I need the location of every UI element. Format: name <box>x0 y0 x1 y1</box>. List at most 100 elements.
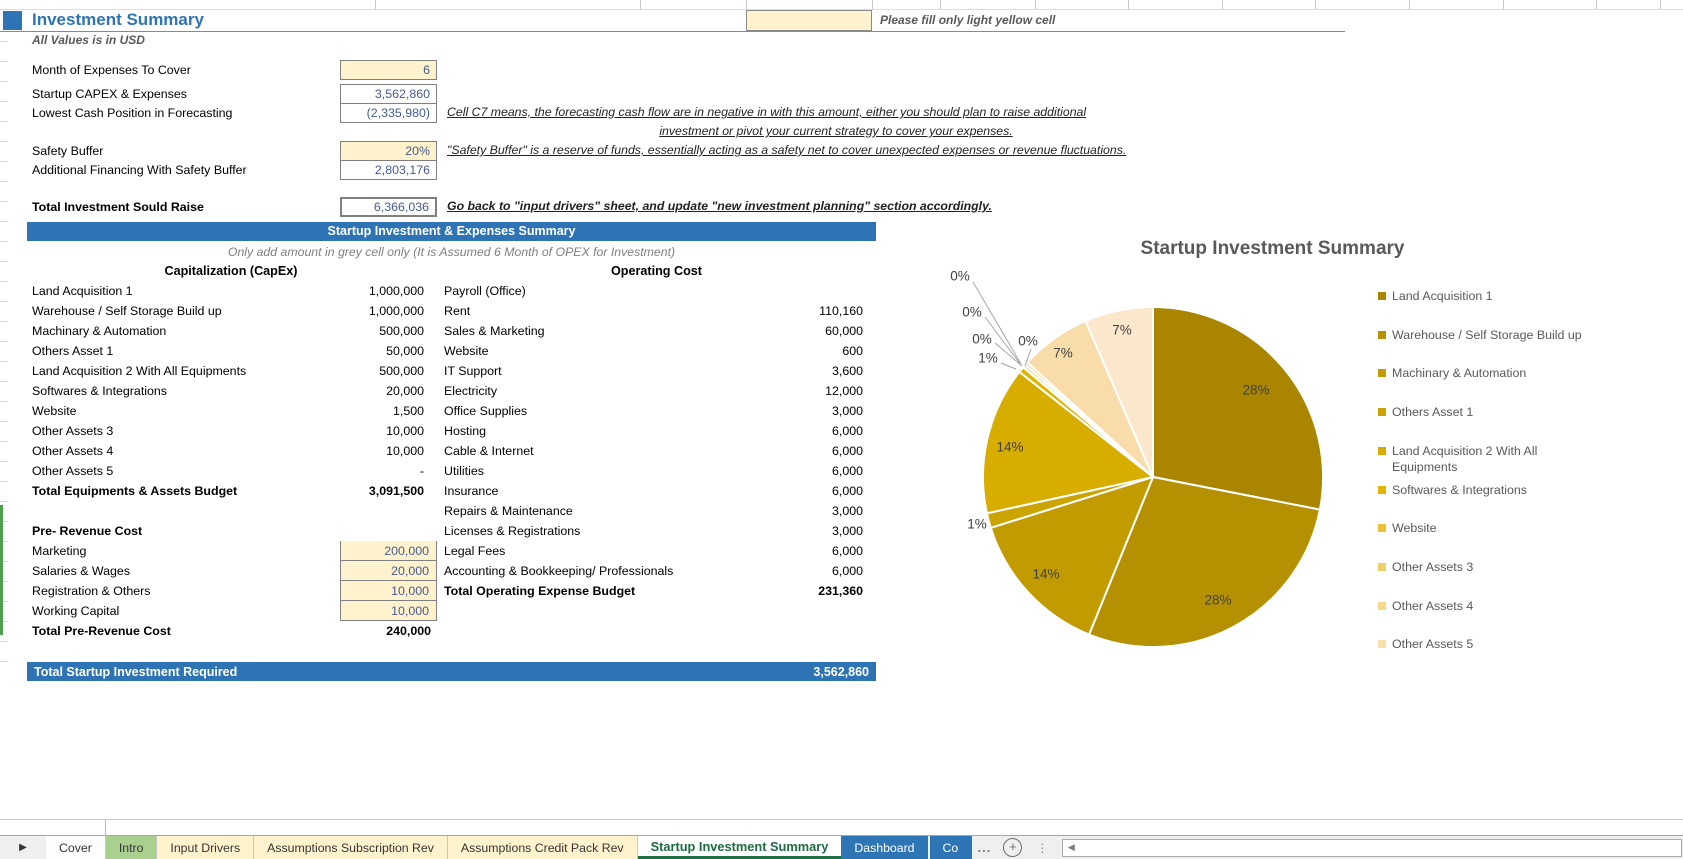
total-label: Total Pre-Revenue Cost <box>32 624 171 638</box>
table-total-row: Total Operating Expense Budget 231,360 <box>444 581 869 601</box>
row-label: Registration & Others <box>32 584 151 598</box>
input-cell[interactable]: 6 <box>340 60 437 80</box>
column-gridline <box>1128 0 1129 9</box>
sheet-tab-cover[interactable]: Cover <box>46 836 106 859</box>
scroll-left-icon[interactable]: ◀ <box>1067 842 1075 852</box>
yellow-cell-swatch[interactable] <box>746 10 872 31</box>
row-label: Office Supplies <box>444 404 528 418</box>
table-row: Utilities 6,000 <box>444 461 869 481</box>
column-gridline <box>375 0 376 9</box>
input-label: Total Investment Sould Raise <box>32 200 204 214</box>
sheet-tab-co[interactable]: Co <box>929 836 974 859</box>
table-row: Salaries & Wages 20,000 <box>32 561 437 581</box>
sheet-tab-input-drivers[interactable]: Input Drivers <box>157 836 255 859</box>
row-label: Hosting <box>444 424 487 438</box>
row-value: 6,000 <box>831 564 863 578</box>
add-sheet-button[interactable]: + <box>1003 838 1023 857</box>
pie-percent-label: 7% <box>1053 345 1073 361</box>
pie-percent-label: 0% <box>1018 333 1038 349</box>
input-cell[interactable]: 2,803,176 <box>340 160 437 180</box>
row-label: Cable & Internet <box>444 444 534 458</box>
total-investment-bar: Total Startup Investment Required 3,562,… <box>27 662 876 681</box>
legend-marker <box>1378 330 1386 339</box>
label-leader-line <box>1024 348 1032 367</box>
table-row: Cable & Internet 6,000 <box>444 441 869 461</box>
table-row: Other Assets 5 - <box>32 461 430 481</box>
row-value: 3,600 <box>831 364 863 378</box>
table-row: Land Acquisition 2 With All Equipments 50… <box>32 361 430 381</box>
row-value: 1,500 <box>392 404 424 418</box>
input-cell[interactable]: 6,366,036 <box>340 197 437 217</box>
splitter-handle-icon[interactable]: ⋮ <box>1036 840 1049 855</box>
row-value: 60,000 <box>825 324 863 338</box>
pie-slice <box>1088 476 1321 648</box>
row-value: 3,000 <box>831 404 863 418</box>
table-row: Electricity 12,000 <box>444 381 869 401</box>
input-cell[interactable]: 3,562,860 <box>340 84 437 104</box>
section-instruction: Only add amount in grey cell only (It is… <box>227 245 676 259</box>
row-label: Other Assets 5 <box>32 464 114 478</box>
row-label: Other Assets 3 <box>32 424 114 438</box>
tab-nav-arrow-icon[interactable]: ▶ <box>19 842 27 853</box>
input-cell[interactable]: 10,000 <box>340 601 437 621</box>
row-label: Warehouse / Self Storage Build up <box>32 304 222 318</box>
pie-graphic <box>972 281 1325 648</box>
row-value: 6,000 <box>831 464 863 478</box>
opex-table: Payroll (Office) Rent 110,160 Sales & Marke… <box>444 281 869 601</box>
table-total-row: Total Equipments & Assets Budget 3,091,50… <box>32 481 430 501</box>
row-label: Website <box>444 344 489 358</box>
table-row: Repairs & Maintenance 3,000 <box>444 501 869 521</box>
pie-slice <box>1084 306 1154 478</box>
sheet-tab-dashboard[interactable]: Dashboard <box>841 836 930 859</box>
chart-title: Startup Investment Summary <box>1140 238 1405 259</box>
column-gridline <box>1409 0 1410 9</box>
table-row: Office Supplies 3,000 <box>444 401 869 421</box>
pie-slice <box>1152 306 1325 511</box>
legend-label: Other Assets 5 <box>1392 637 1474 652</box>
pie-slice <box>982 370 1154 515</box>
legend-item: Machinary & Automation <box>1378 365 1678 381</box>
tab-overflow-ellipsis[interactable]: ... <box>977 840 992 855</box>
label-leader-line <box>1000 362 1017 370</box>
legend-item: Softwares & Integrations <box>1378 482 1678 498</box>
page-title: Investment Summary <box>32 10 204 29</box>
row-label: Legal Fees <box>444 544 506 558</box>
table-row: Other Assets 4 10,000 <box>32 441 430 461</box>
legend-marker <box>1378 524 1386 533</box>
input-cell[interactable]: (2,335,980) <box>340 103 437 123</box>
input-cell[interactable]: 20,000 <box>340 561 437 581</box>
legend-marker <box>1378 601 1386 610</box>
pre-revenue-header-label: Pre- Revenue Cost <box>32 524 143 538</box>
sheet-tab-bar: ▶ Cover Intro Input Drivers Assumptions Sub… <box>0 835 1683 859</box>
input-cell[interactable]: 10,000 <box>340 581 437 601</box>
label-leader-line <box>984 316 1022 366</box>
pie-slice <box>989 476 1154 636</box>
row-value: 3,000 <box>831 524 863 538</box>
row-label: Payroll (Office) <box>444 284 526 298</box>
row-value: 12,000 <box>825 384 863 398</box>
table-row: Registration & Others 10,000 <box>32 581 437 601</box>
title-accent-square <box>3 11 22 30</box>
column-gridline <box>872 0 873 9</box>
column-gridline <box>1035 0 1036 9</box>
sheet-tab-assumptions-credit-pack-rev[interactable]: Assumptions Credit Pack Rev <box>447 836 638 859</box>
input-cell[interactable]: 20% <box>340 141 437 161</box>
pie-percent-label: 14% <box>1032 566 1060 582</box>
row-label: Repairs & Maintenance <box>444 504 573 518</box>
row-value: 6,000 <box>831 484 863 498</box>
row-value: 6,000 <box>831 424 863 438</box>
legend-label: Warehouse / Self Storage Build up <box>1392 327 1582 342</box>
sheet-tab-assumptions-subscription-rev[interactable]: Assumptions Subscription Rev <box>254 836 448 859</box>
sheet-tab-startup-investment-summary[interactable]: Startup Investment Summary <box>637 836 842 859</box>
total-value: 231,360 <box>818 584 863 598</box>
row-value: 600 <box>842 344 863 358</box>
row-value: 10,000 <box>386 444 424 458</box>
horizontal-scrollbar[interactable]: ◀ <box>1062 838 1682 857</box>
legend-item: Other Assets 3 <box>1378 559 1678 575</box>
raise-note: Go back to "input drivers" sheet, and up… <box>447 199 992 213</box>
legend-label: Other Assets 4 <box>1392 598 1474 613</box>
total-value: 3,091,500 <box>368 484 424 498</box>
input-cell[interactable]: 200,000 <box>340 541 437 561</box>
legend-item: Land Acquisition 2 With All Equipments <box>1378 443 1678 475</box>
sheet-tab-intro[interactable]: Intro <box>105 836 158 859</box>
